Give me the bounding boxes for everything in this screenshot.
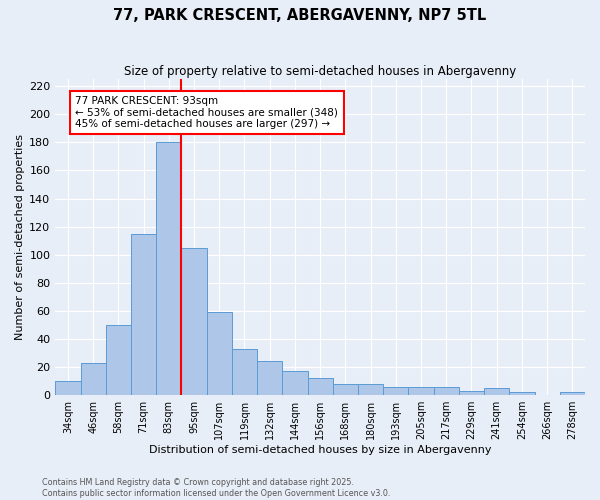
Bar (383, 387, 409, 395)
Bar (283, 372, 308, 395)
Bar (131, 234, 156, 395)
X-axis label: Distribution of semi-detached houses by size in Abergavenny: Distribution of semi-detached houses by … (149, 445, 491, 455)
Title: Size of property relative to semi-detached houses in Abergavenny: Size of property relative to semi-detach… (124, 65, 516, 78)
Bar (80, 363, 106, 395)
Bar (409, 387, 434, 395)
Bar (333, 384, 358, 395)
Bar (156, 142, 181, 395)
Bar (509, 392, 535, 395)
Bar (459, 391, 484, 395)
Bar (206, 312, 232, 395)
Y-axis label: Number of semi-detached properties: Number of semi-detached properties (15, 134, 25, 340)
Bar (358, 384, 383, 395)
Text: 77 PARK CRESCENT: 93sqm
← 53% of semi-detached houses are smaller (348)
45% of s: 77 PARK CRESCENT: 93sqm ← 53% of semi-de… (76, 96, 338, 129)
Bar (484, 388, 509, 395)
Bar (560, 392, 585, 395)
Bar (232, 349, 257, 395)
Bar (434, 387, 459, 395)
Bar (106, 325, 131, 395)
Text: Contains HM Land Registry data © Crown copyright and database right 2025.
Contai: Contains HM Land Registry data © Crown c… (42, 478, 391, 498)
Text: 77, PARK CRESCENT, ABERGAVENNY, NP7 5TL: 77, PARK CRESCENT, ABERGAVENNY, NP7 5TL (113, 8, 487, 22)
Bar (257, 362, 283, 395)
Bar (181, 248, 206, 395)
Bar (55, 381, 80, 395)
Bar (308, 378, 333, 395)
